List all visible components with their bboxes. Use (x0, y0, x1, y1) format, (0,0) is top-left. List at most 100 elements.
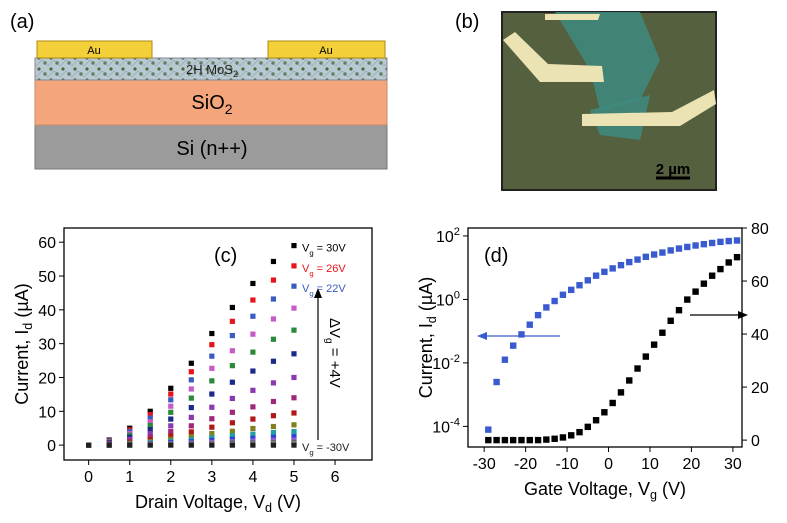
data-point (168, 443, 173, 448)
data-point (527, 437, 533, 443)
superscript: -2 (450, 353, 460, 365)
data-point (701, 280, 707, 286)
text-part: 10 (436, 229, 454, 246)
data-point (271, 277, 276, 282)
layer-label: Au (319, 45, 332, 57)
x-tick-label: 1 (125, 469, 134, 486)
data-point (291, 284, 296, 289)
y-tick-label: 60 (38, 235, 56, 252)
micrograph: 2 µm (502, 12, 716, 190)
data-point (209, 405, 214, 410)
data-point (209, 443, 214, 448)
text-part: 10 (436, 292, 454, 309)
data-point (659, 330, 665, 336)
data-point (168, 416, 173, 421)
data-point (291, 395, 296, 400)
x-axis-label: Drain Voltage, Vd (V) (135, 492, 301, 515)
page: (a) Au Au 2H MoS2 SiO2 Si (n++) (b) 2 µm… (0, 0, 787, 523)
data-point (676, 307, 682, 313)
data-point (609, 400, 615, 406)
data-point (271, 337, 276, 342)
data-point (485, 426, 491, 432)
x-tick-label: -10 (556, 456, 579, 473)
data-point (250, 416, 255, 421)
data-point (535, 437, 541, 443)
data-point (271, 413, 276, 418)
data-point (692, 288, 698, 294)
y2-tick-label: 40 (751, 327, 769, 344)
data-point (643, 353, 649, 359)
data-point (502, 437, 508, 443)
subscript: g (650, 488, 657, 502)
data-point (168, 391, 173, 396)
text-part: = 30V (314, 243, 347, 255)
data-point (209, 425, 214, 430)
data-point (209, 366, 214, 371)
data-point (502, 357, 508, 363)
data-point (543, 304, 549, 310)
data-point (634, 365, 640, 371)
data-point (510, 342, 516, 348)
data-point (189, 423, 194, 428)
data-point (250, 332, 255, 337)
data-point (168, 410, 173, 415)
data-point (585, 277, 591, 283)
text-part: = -30V (314, 442, 350, 454)
x-tick-label: 4 (248, 469, 257, 486)
data-point (230, 410, 235, 415)
data-point (651, 341, 657, 347)
data-point (291, 410, 296, 415)
data-point (230, 319, 235, 324)
data-point (250, 426, 255, 431)
y2-tick-label: 80 (751, 221, 769, 238)
y-tick-label: 30 (38, 337, 56, 354)
data-point (250, 297, 255, 302)
data-point (209, 354, 214, 359)
text-part: 10 (432, 419, 450, 436)
x-tick-label: 20 (683, 456, 701, 473)
data-point (609, 265, 615, 271)
device-schematic: Au Au 2H MoS2 SiO2 Si (n++) (35, 41, 387, 169)
data-point (209, 331, 214, 336)
data-point (618, 262, 624, 268)
text-part: (µA) (416, 277, 436, 316)
data-point (576, 282, 582, 288)
data-point (291, 306, 296, 311)
data-point (726, 259, 732, 265)
electrode (545, 14, 600, 20)
data-point (168, 423, 173, 428)
data-point (189, 429, 194, 434)
data-point (551, 436, 557, 442)
data-point (676, 245, 682, 251)
figure: (a) Au Au 2H MoS2 SiO2 Si (n++) (b) 2 µm… (0, 0, 787, 523)
panel-label: (d) (484, 245, 508, 267)
layer-label: 2H MoS2 (186, 62, 238, 79)
text-part: (µA) (12, 283, 32, 322)
data-point (291, 351, 296, 356)
data-point (271, 424, 276, 429)
data-point (518, 331, 524, 337)
y2-tick-label: 0 (751, 433, 760, 450)
data-point (692, 242, 698, 248)
data-point (168, 397, 173, 402)
data-point (585, 424, 591, 430)
y2-tick-label: 60 (751, 274, 769, 291)
data-point (634, 256, 640, 262)
text-part: SiO (191, 92, 224, 114)
data-point (230, 305, 235, 310)
x-tick-label: 10 (641, 456, 659, 473)
y-tick-label: 20 (38, 370, 56, 387)
data-point (717, 266, 723, 272)
x-tick-label: 2 (166, 469, 175, 486)
data-point (551, 298, 557, 304)
data-point (168, 404, 173, 409)
text-part: Current, I (416, 323, 436, 398)
text-part: Drain Voltage, V (135, 492, 265, 512)
data-point (209, 378, 214, 383)
data-point (189, 405, 194, 410)
subscript: d (425, 316, 439, 323)
x-tick-label: 5 (290, 469, 299, 486)
data-point (560, 434, 566, 440)
data-point (209, 391, 214, 396)
data-point (189, 361, 194, 366)
